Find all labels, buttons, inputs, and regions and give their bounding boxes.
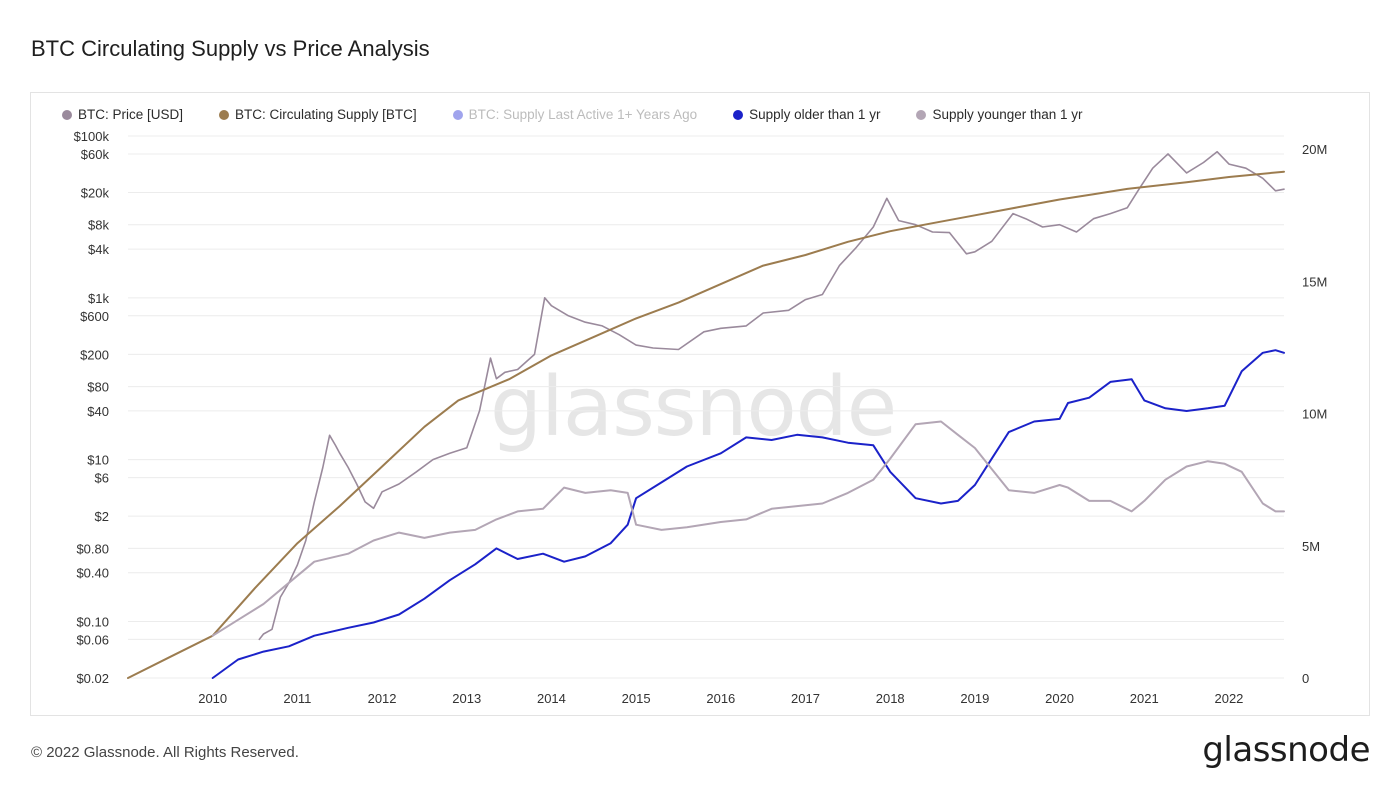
chart-panel	[30, 92, 1370, 716]
x-tick-label: 2019	[960, 691, 989, 706]
legend-item-price[interactable]: BTC: Price [USD]	[62, 107, 183, 122]
y-left-tick-label: $0.80	[76, 541, 109, 556]
y-right-tick-label: 0	[1302, 671, 1309, 686]
y-left-tick-label: $600	[80, 309, 109, 324]
x-tick-label: 2015	[622, 691, 651, 706]
x-tick-label: 2018	[876, 691, 905, 706]
x-tick-label: 2020	[1045, 691, 1074, 706]
series-line-2	[211, 349, 1285, 679]
x-tick-label: 2021	[1130, 691, 1159, 706]
brand-logo: glassnode	[1202, 730, 1370, 770]
chart-title: BTC Circulating Supply vs Price Analysis	[31, 36, 430, 61]
x-tick-label: 2013	[452, 691, 481, 706]
y-left-tick-label: $0.40	[76, 566, 109, 581]
y-left-tick-label: $200	[80, 347, 109, 362]
legend-dot-price	[62, 109, 72, 120]
y-left-tick-label: $0.10	[76, 614, 109, 629]
legend-dot-circulating-supply	[219, 109, 230, 120]
legend-dot-supply-last-active	[452, 109, 463, 120]
y-left-tick-label: $60k	[81, 147, 110, 162]
series-line-0	[258, 150, 1285, 641]
x-tick-label: 2022	[1214, 691, 1243, 706]
legend-item-supply-older[interactable]: Supply older than 1 yr	[733, 107, 880, 122]
legend-item-supply-younger[interactable]: Supply younger than 1 yr	[916, 107, 1083, 122]
copyright-footer: © 2022 Glassnode. All Rights Reserved.	[31, 744, 299, 761]
series-line-1	[127, 170, 1285, 679]
x-tick-label: 2014	[537, 691, 566, 706]
x-tick-label: 2012	[368, 691, 397, 706]
legend-label-supply-last-active: BTC: Supply Last Active 1+ Years Ago	[468, 107, 698, 122]
y-left-tick-label: $0.06	[76, 632, 109, 647]
legend: BTC: Price [USD] BTC: Circulating Supply…	[62, 107, 1119, 122]
y-right-tick-label: 10M	[1302, 407, 1327, 422]
y-left-tick-label: $10	[87, 453, 109, 468]
y-left-tick-label: $100k	[74, 129, 110, 144]
y-left-tick-label: $0.02	[76, 671, 109, 686]
legend-item-circulating-supply[interactable]: BTC: Circulating Supply [BTC]	[219, 107, 417, 122]
y-right-tick-label: 5M	[1302, 539, 1320, 554]
y-left-tick-label: $6	[95, 471, 109, 486]
y-left-tick-label: $80	[87, 380, 109, 395]
legend-label-supply-older: Supply older than 1 yr	[749, 107, 881, 122]
series-line-3	[211, 420, 1285, 637]
x-tick-label: 2017	[791, 691, 820, 706]
legend-label-supply-younger: Supply younger than 1 yr	[932, 107, 1083, 122]
y-left-tick-label: $1k	[88, 291, 109, 306]
y-left-tick-label: $20k	[81, 186, 110, 201]
y-left-tick-label: $40	[87, 404, 109, 419]
y-left-tick-label: $8k	[88, 218, 109, 233]
x-tick-label: 2011	[283, 691, 311, 706]
x-tick-label: 2016	[706, 691, 735, 706]
legend-label-circulating-supply: BTC: Circulating Supply [BTC]	[235, 107, 417, 122]
legend-item-supply-last-active[interactable]: BTC: Supply Last Active 1+ Years Ago	[452, 107, 698, 122]
y-right-tick-label: 15M	[1302, 274, 1327, 289]
legend-dot-supply-older	[733, 109, 744, 120]
y-left-tick-label: $2	[95, 509, 109, 524]
x-tick-label: 2010	[198, 691, 227, 706]
legend-dot-supply-younger	[916, 109, 927, 120]
y-right-tick-label: 20M	[1302, 142, 1327, 157]
y-left-tick-label: $4k	[88, 242, 109, 257]
legend-label-price: BTC: Price [USD]	[78, 107, 184, 122]
